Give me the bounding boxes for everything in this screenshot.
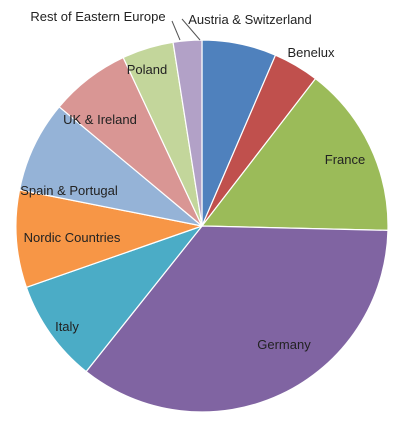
pie-slice-nordic-countries: [15, 189, 205, 289]
slice-label-uk-and-ireland: UK & Ireland: [63, 112, 137, 127]
pie-slice-italy: [25, 224, 204, 373]
slice-label-austria-and-switzerland: Austria & Switzerland: [188, 12, 312, 27]
pie-slice-france: [200, 77, 389, 231]
pie-slice-germany: [85, 225, 389, 413]
slice-label-poland: Poland: [127, 62, 167, 77]
leader-lines: [171, 18, 201, 41]
slice-label-benelux: Benelux: [288, 45, 335, 60]
pie-slice-rest-of-eastern-europe: [172, 39, 203, 227]
slice-labels: Austria & Switzerland Benelux France German…: [20, 9, 365, 352]
slice-label-germany: Germany: [257, 337, 311, 352]
pie-slices: [15, 39, 389, 413]
slice-label-rest-of-eastern-europe: Rest of Eastern Europe: [30, 9, 165, 24]
leader-line-rest-of-eastern-europe: [171, 20, 181, 41]
slice-label-france: France: [325, 152, 365, 167]
pie-slice-spain-and-portugal: [18, 105, 203, 227]
leader-line-austria-and-switzerland: [181, 18, 201, 41]
slice-label-spain-and-portugal: Spain & Portugal: [20, 183, 118, 198]
slice-label-italy: Italy: [55, 319, 79, 334]
slice-label-nordic-countries: Nordic Countries: [24, 230, 121, 245]
